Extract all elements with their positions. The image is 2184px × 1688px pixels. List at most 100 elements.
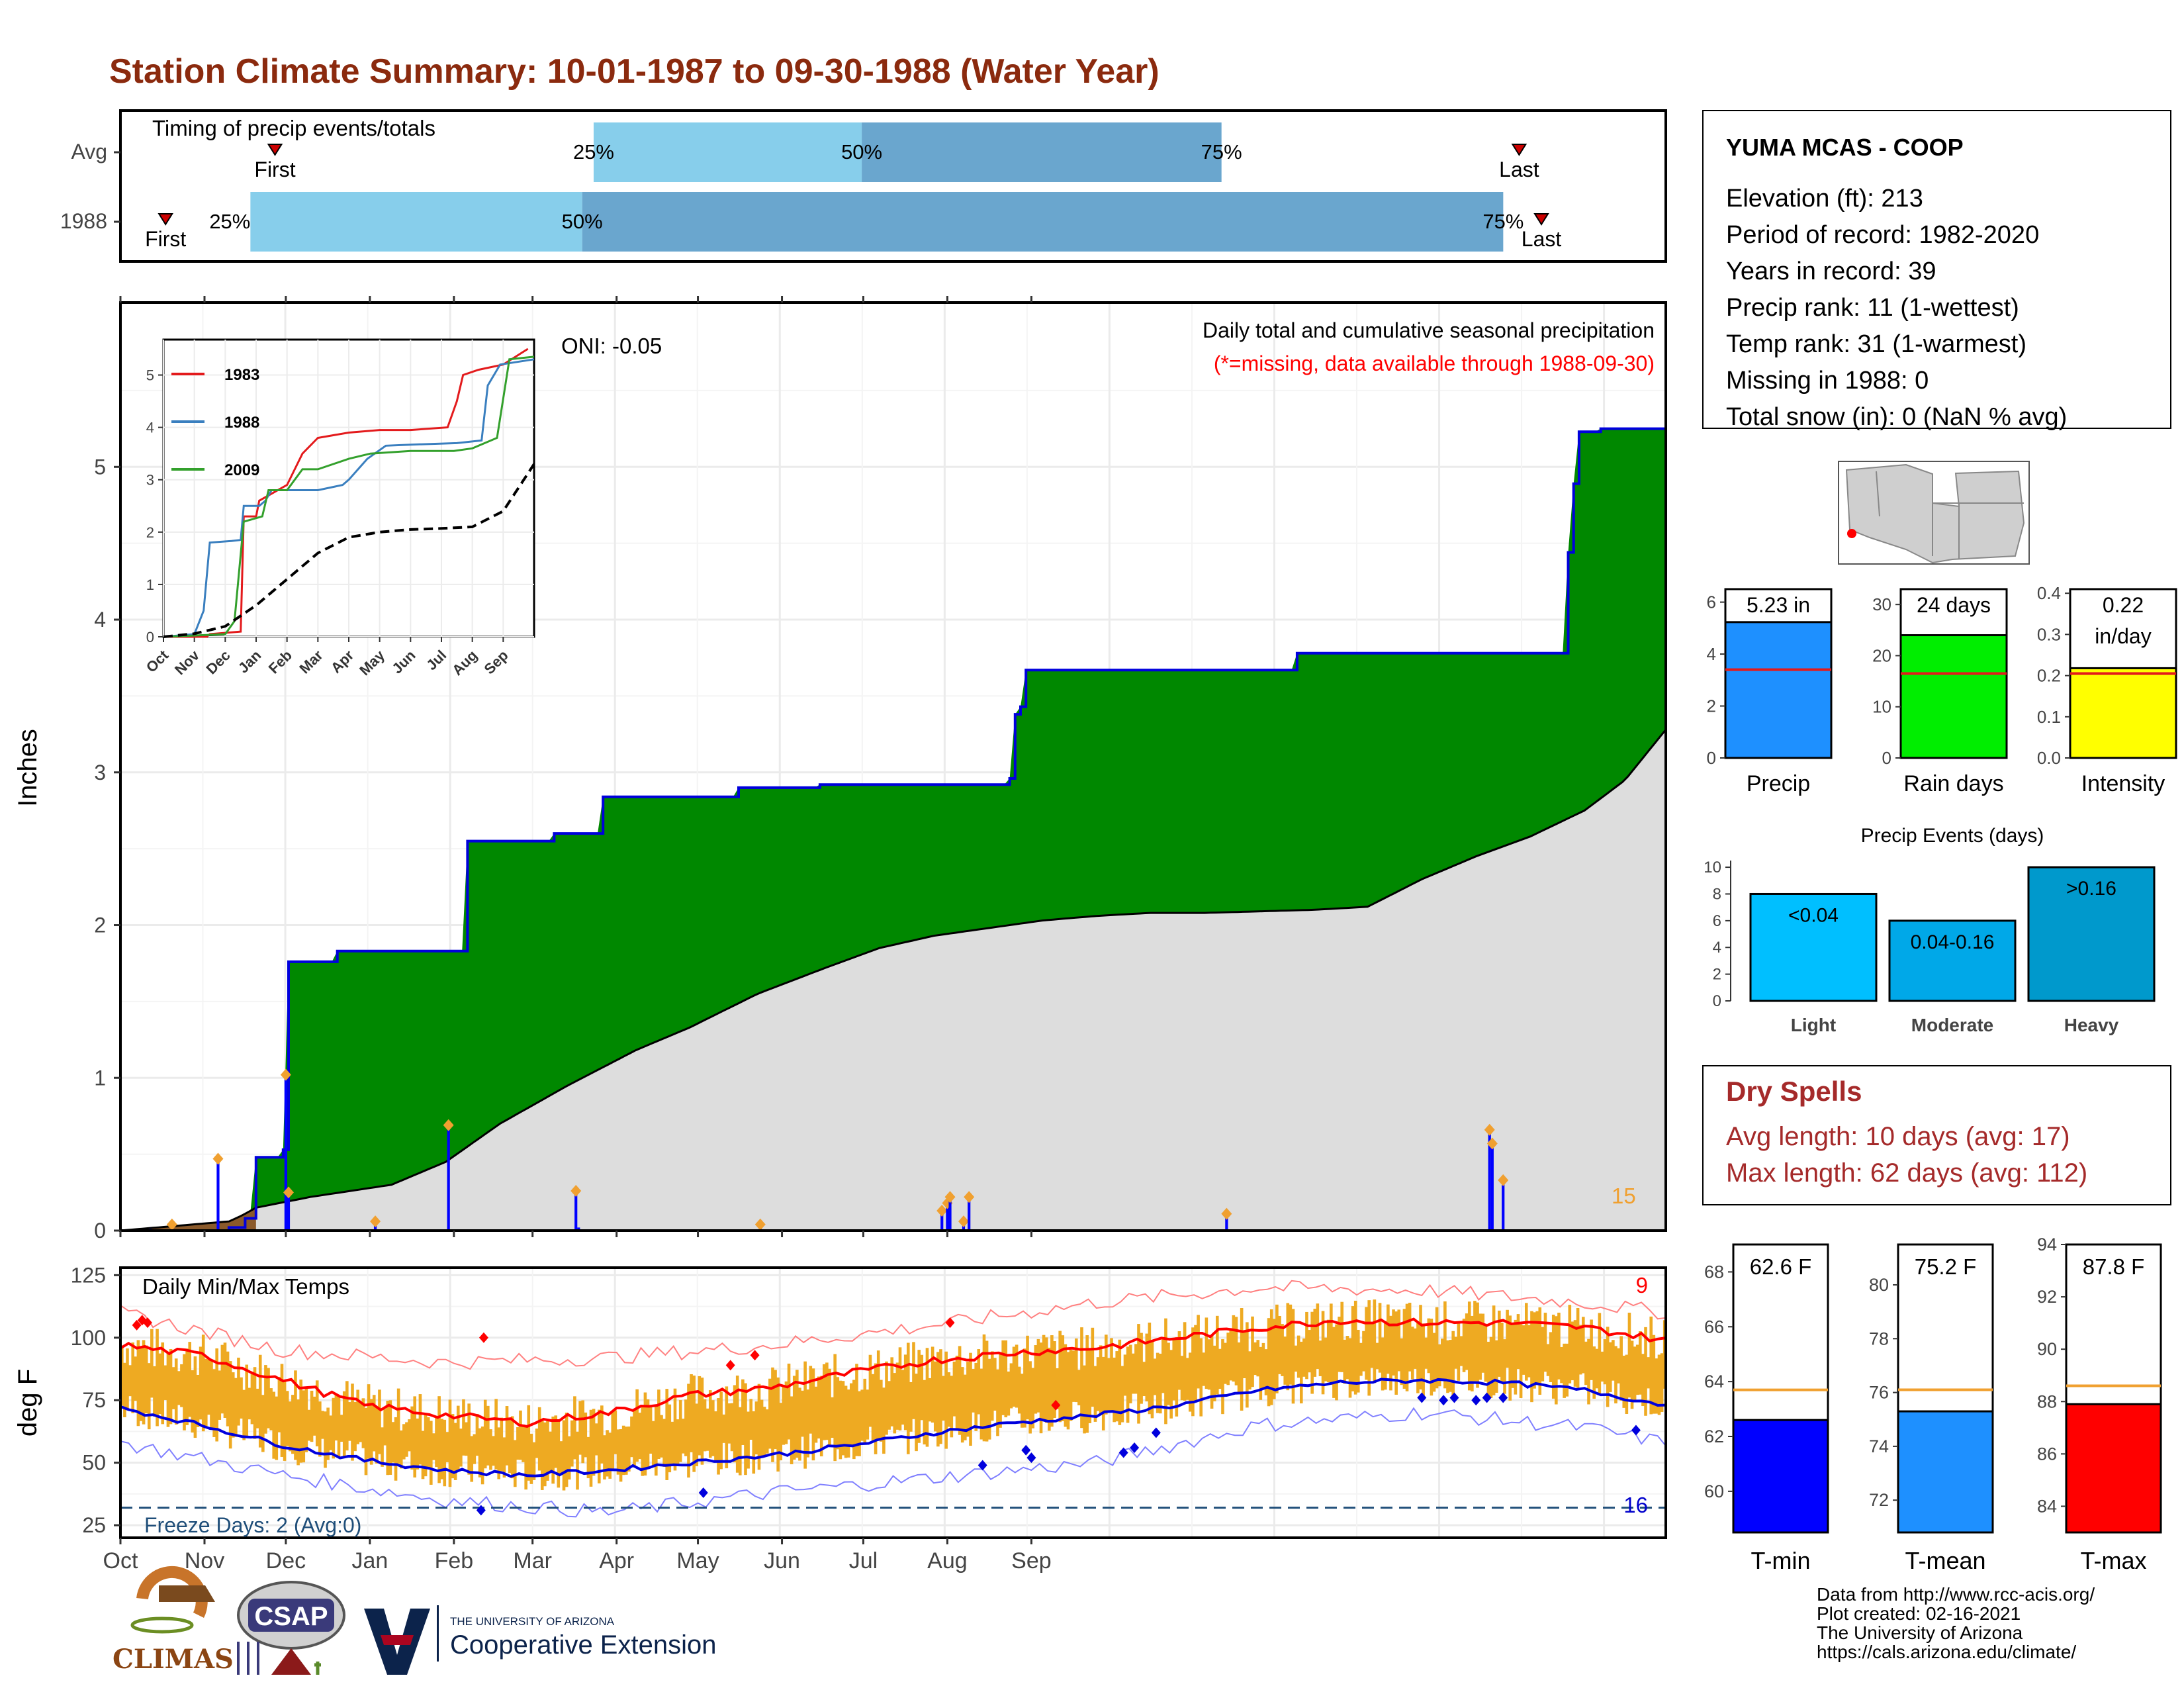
daily-temp-bar — [1465, 1313, 1469, 1370]
record-min-line — [120, 1407, 1666, 1518]
precip-ytick-label: 4 — [94, 608, 106, 632]
daily-temp-bar — [1180, 1356, 1184, 1401]
daily-temp-bar — [139, 1347, 143, 1421]
record-high-marker — [945, 1317, 955, 1329]
daily-temp-bar — [1316, 1303, 1320, 1369]
daily-temp-bar — [505, 1406, 509, 1466]
precip-ytick-label: 1 — [94, 1066, 106, 1090]
record-low-marker — [1417, 1392, 1427, 1403]
precip-event-bar — [1888, 919, 2017, 1002]
record-low-marker — [476, 1505, 486, 1516]
month-label: Nov — [185, 1548, 224, 1573]
daily-temp-bar — [1459, 1336, 1463, 1366]
inset-line-2009 — [163, 355, 535, 638]
daily-temp-bar — [690, 1374, 693, 1452]
ua-big-text: Cooperative Extension — [450, 1630, 716, 1660]
daily-temp-bar — [1373, 1299, 1377, 1383]
daily-temp-bar — [435, 1415, 438, 1468]
daily-temp-bar — [1410, 1327, 1414, 1380]
events-tick-label: 2 — [1713, 966, 1721, 984]
daily-temp-bar — [1261, 1342, 1265, 1390]
daily-temp-bar — [624, 1427, 628, 1475]
daily-temp-bar — [285, 1391, 289, 1446]
temp-ytick-label: 125 — [71, 1263, 106, 1287]
inset-avg-line — [163, 463, 535, 638]
daily-temp-bar — [719, 1391, 723, 1470]
daily-temp-bar — [201, 1335, 205, 1432]
daily-temp-bar — [1560, 1346, 1563, 1383]
daily-temp-bar — [237, 1357, 240, 1426]
daily-temp-bar — [950, 1376, 954, 1438]
daily-temp-bar — [1446, 1340, 1449, 1393]
daily-temp-bar — [1457, 1321, 1461, 1381]
daily-temp-bar — [798, 1387, 801, 1461]
temp-bar-tick-label: 72 — [1869, 1490, 1889, 1510]
daily-precip-bar — [1490, 1143, 1494, 1231]
daily-temp-bar — [1053, 1341, 1056, 1419]
daily-temp-bar — [1551, 1315, 1555, 1399]
daily-temp-bar — [1365, 1307, 1368, 1380]
average-max-line — [119, 1317, 1666, 1428]
daily-temp-bar — [752, 1411, 756, 1474]
daily-temp-bar — [296, 1399, 300, 1466]
daily-temp-bar — [806, 1389, 810, 1458]
daily-temp-bar — [1359, 1342, 1363, 1376]
daily-temp-bar — [128, 1365, 132, 1397]
daily-temp-bar — [1639, 1331, 1642, 1395]
daily-temp-bar — [1527, 1325, 1531, 1378]
daily-temp-bar — [378, 1389, 381, 1454]
record-low-marker — [1482, 1392, 1492, 1403]
daily-temp-bar — [1476, 1302, 1479, 1388]
daily-precip-marker — [1498, 1174, 1509, 1186]
summary-bar-tick-label: 4 — [1707, 644, 1716, 664]
temp-summary-bar — [2065, 1403, 2162, 1534]
daily-temp-bar — [307, 1409, 311, 1441]
daily-temp-bar — [841, 1381, 845, 1456]
summary-bar-label: Rain days — [1903, 771, 2003, 796]
daily-temp-bar — [1405, 1303, 1409, 1391]
daily-temp-bar — [849, 1383, 853, 1446]
daily-temp-bar — [456, 1405, 460, 1472]
daily-temp-bar — [958, 1346, 962, 1435]
summary-bar-value: 5.23 in — [1747, 593, 1810, 617]
daily-temp-bar — [999, 1354, 1002, 1428]
daily-precip-marker — [964, 1191, 975, 1203]
csap-logo: CSAP — [237, 1581, 345, 1675]
timing-panel: Timing of precip events/totals 25% 50% 75%… — [60, 109, 1667, 263]
daily-temp-bar — [1657, 1354, 1661, 1415]
precip-event-category: Moderate — [1911, 1015, 1993, 1035]
daily-temp-bar — [1427, 1318, 1431, 1374]
month-label: Dec — [266, 1548, 306, 1573]
daily-temp-bar — [1419, 1305, 1422, 1389]
daily-temp-bar — [1353, 1300, 1357, 1395]
daily-temp-bar — [1484, 1323, 1488, 1382]
daily-temp-bar — [193, 1356, 197, 1438]
daily-temp-bar — [1034, 1345, 1038, 1414]
daily-temp-bar — [1479, 1313, 1482, 1380]
daily-temp-bar — [936, 1352, 940, 1447]
daily-temp-bar — [1514, 1319, 1518, 1395]
daily-temp-bar — [739, 1407, 742, 1476]
precip-subtitle: Daily total and cumulative seasonal prec… — [1203, 318, 1655, 342]
daily-temp-bar — [1570, 1321, 1574, 1381]
page-title: Station Climate Summary: 10-01-1987 to 0… — [109, 52, 1160, 91]
daily-temp-bar — [1123, 1354, 1127, 1396]
daily-temp-bar — [698, 1376, 702, 1456]
daily-temp-bar — [1305, 1311, 1308, 1380]
daily-precip-bar — [216, 1158, 220, 1231]
temp-bar-tick-label: 80 — [1869, 1275, 1889, 1295]
temp-ytick-label: 25 — [82, 1513, 106, 1537]
daily-temp-bar — [890, 1357, 894, 1427]
daily-temp-bar — [337, 1395, 341, 1458]
daily-temp-bar — [993, 1358, 997, 1411]
daily-temp-bar — [1269, 1309, 1273, 1405]
dry-spells-box: Dry Spells Avg length: 10 days (avg: 17)… — [1702, 1065, 2171, 1205]
precip-event-bar-label: <0.04 — [1788, 904, 1839, 926]
station-info-line: Temp rank: 31 (1-warmest) — [1726, 330, 2026, 358]
daily-temp-bar — [1259, 1346, 1263, 1400]
record-low-marker — [1026, 1452, 1036, 1464]
daily-temp-bar — [1036, 1338, 1040, 1413]
daily-temp-bar — [1297, 1335, 1300, 1378]
daily-temp-bar — [1625, 1354, 1629, 1415]
timing-p75-label: 75% — [1201, 140, 1242, 164]
